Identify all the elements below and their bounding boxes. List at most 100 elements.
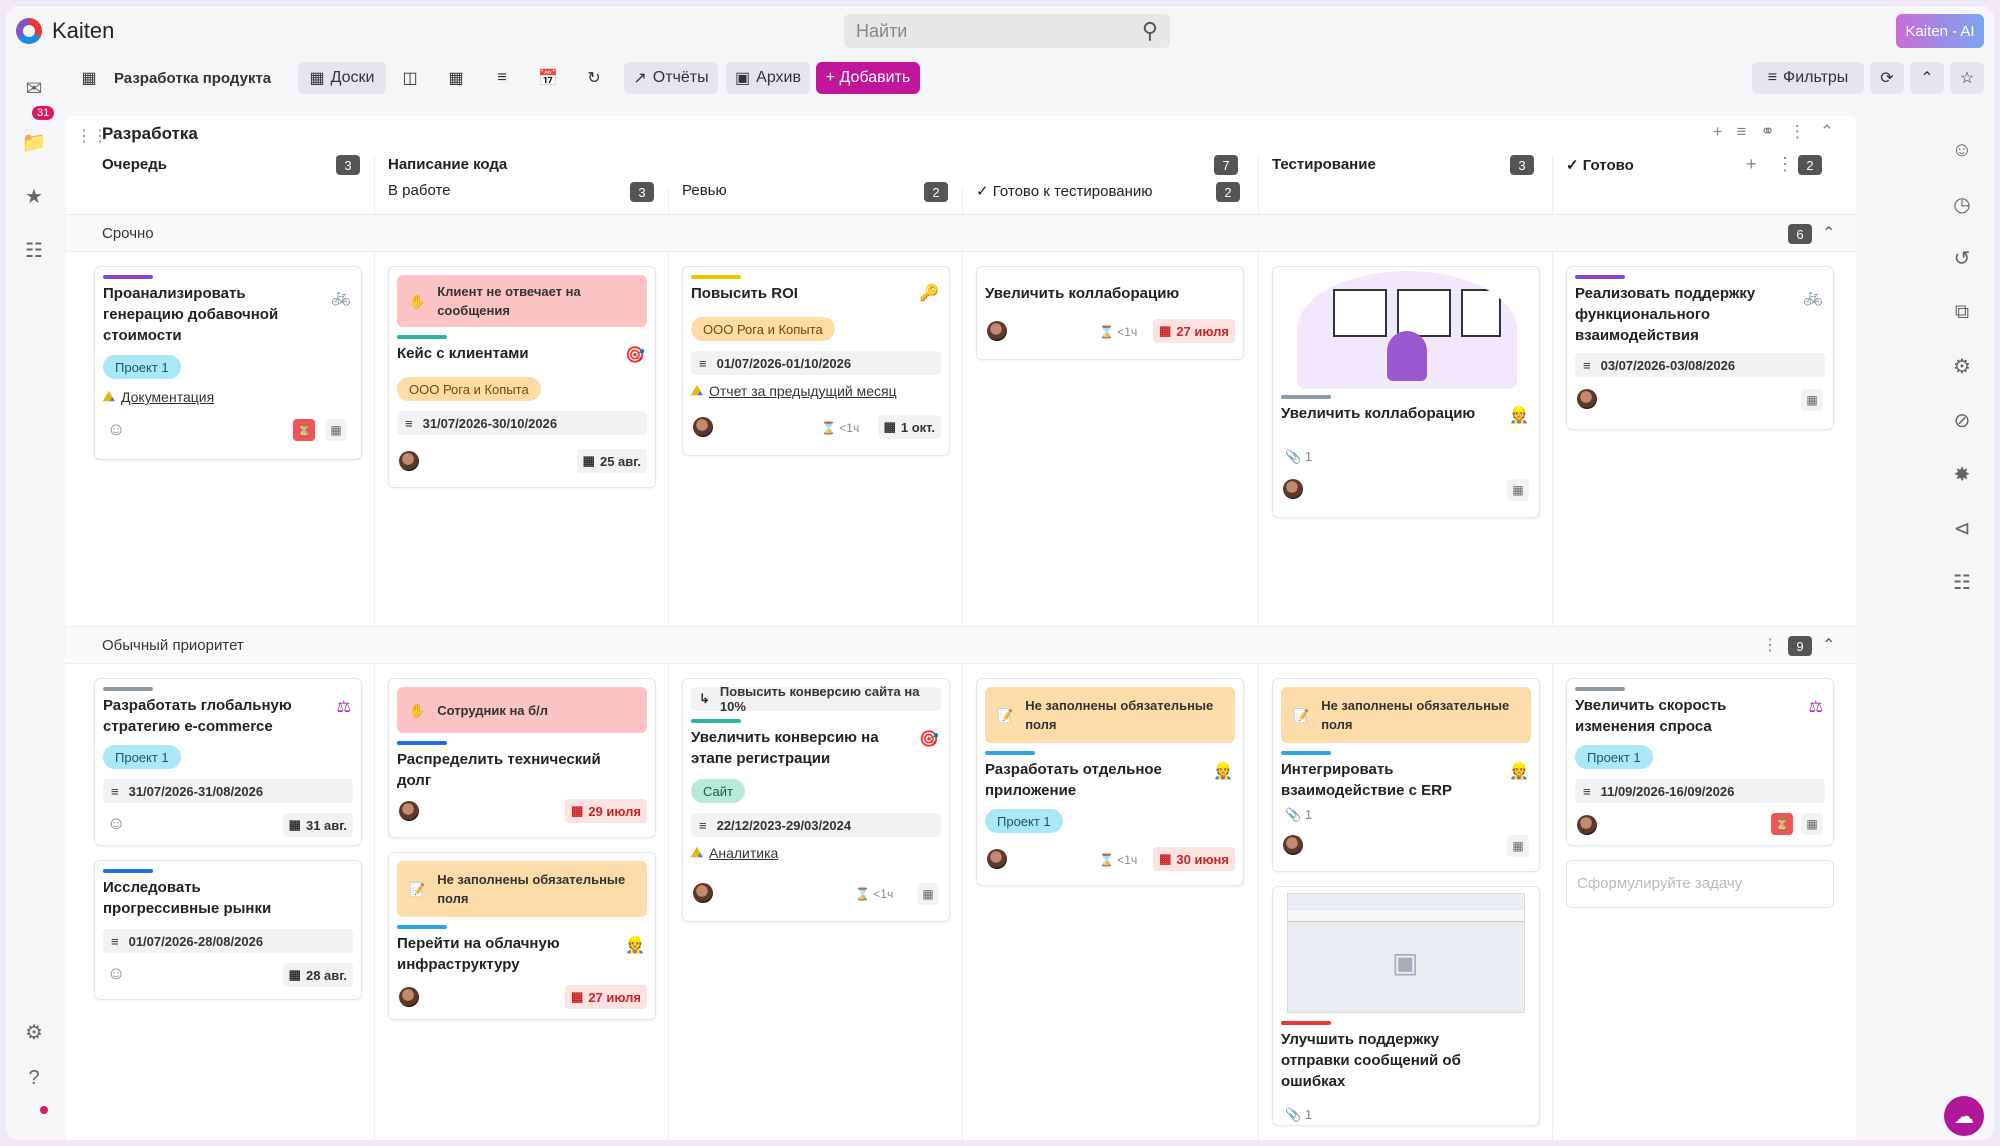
attachment-count[interactable]: 📎 1	[1285, 449, 1313, 464]
calendar-icon[interactable]: ▦	[1507, 479, 1529, 501]
folder-star-icon[interactable]: ★	[25, 185, 43, 208]
card[interactable]: ✋ Клиент не отвечает на сообщения Кейс с …	[388, 266, 656, 488]
card[interactable]: ▣ Улучшить поддержку отправки сообщений …	[1272, 886, 1540, 1126]
tag[interactable]: ООО Рога и Копыта	[397, 377, 541, 401]
card[interactable]: Увеличить коллаборацию 👷 📎 1 ▦	[1272, 266, 1540, 518]
folder-user-icon[interactable]: 📁	[21, 131, 47, 154]
tag[interactable]: Проект 1	[103, 745, 181, 769]
chevron-up-icon[interactable]: ⌃	[1822, 637, 1836, 654]
doc-link[interactable]: Отчет за предыдущий месяц	[691, 383, 897, 399]
card[interactable]: Увеличить скорость изменения спроса ⚖ Пр…	[1566, 678, 1834, 846]
avatar[interactable]	[1577, 815, 1597, 835]
tag[interactable]: Проект 1	[103, 355, 181, 379]
user-placeholder-icon[interactable]: ☺	[107, 813, 126, 833]
card[interactable]: ↳ Повысить конверсию сайта на 10% Увеличи…	[682, 678, 950, 922]
space-layout-icon[interactable]: ▦	[81, 70, 97, 87]
parent-card[interactable]: ↳ Повысить конверсию сайта на 10%	[691, 684, 941, 714]
add-card-icon[interactable]: +	[1746, 154, 1757, 174]
list-icon[interactable]: ≡	[1736, 122, 1747, 141]
boards-button[interactable]: ▦ Доски	[298, 62, 386, 94]
avatar[interactable]	[1283, 835, 1303, 855]
reports-button[interactable]: ↗ Отчёты	[624, 62, 718, 94]
card[interactable]: Повысить ROI 🔑 ООО Рога и Копыта ≡ 01/07/…	[682, 266, 950, 456]
attachment-count[interactable]: 📎 1	[1285, 807, 1313, 822]
avatar[interactable]	[1577, 389, 1597, 409]
settings-icon[interactable]: ⚙	[1953, 355, 1971, 378]
doc-link[interactable]: Документация	[103, 389, 214, 405]
collapse-icon[interactable]: ⌃	[1910, 62, 1944, 94]
tag[interactable]: Сайт	[691, 779, 745, 803]
calendar-view-icon[interactable]: 📅	[538, 70, 558, 87]
tag[interactable]: ООО Рога и Копыта	[691, 317, 835, 341]
more-icon[interactable]: ⋮	[1788, 122, 1806, 141]
due-date[interactable]: ▦ 31 авг.	[282, 813, 353, 837]
card[interactable]: Реализовать поддержку функционального вз…	[1566, 266, 1834, 430]
add-icon[interactable]: +	[1712, 122, 1723, 141]
user-placeholder-icon[interactable]: ☺	[107, 419, 126, 439]
tag[interactable]: Проект 1	[1575, 745, 1653, 769]
chevron-up-icon[interactable]: ⌃	[1819, 122, 1834, 141]
search-icon[interactable]: ⚲	[1141, 18, 1158, 43]
help-icon[interactable]: ?	[28, 1066, 40, 1089]
calendar-icon[interactable]: ▦	[1801, 389, 1823, 411]
lane-urgent[interactable]: Срочно 6 ⌃	[66, 214, 1856, 252]
copy-icon[interactable]: ⧉	[1954, 300, 1970, 323]
more-icon[interactable]: ⋮	[1762, 637, 1778, 654]
card[interactable]: Увеличить коллаборацию ⌛ <1ч ▦ 27 июля	[976, 266, 1244, 360]
chevron-up-icon[interactable]: ⌃	[1822, 225, 1836, 242]
tag[interactable]: Проект 1	[985, 809, 1063, 833]
shield-settings-icon[interactable]: ⚙	[25, 1021, 43, 1044]
due-date[interactable]: ▦ 27 июля	[565, 985, 647, 1009]
archive-button[interactable]: ▣ Архив	[726, 62, 810, 94]
structure-icon[interactable]: ☷	[1953, 571, 1971, 594]
avatar[interactable]	[693, 883, 713, 903]
due-date[interactable]: ▦ 28 авг.	[282, 963, 353, 987]
kanban-view-icon[interactable]: ◫	[402, 70, 418, 87]
avatar[interactable]	[693, 417, 713, 437]
avatar[interactable]	[399, 801, 419, 821]
due-date[interactable]: ▦ 1 окт.	[877, 415, 941, 439]
calendar-icon[interactable]: ▦	[1801, 813, 1823, 835]
card[interactable]: 📝 Не заполнены обязательные поля Разработ…	[976, 678, 1244, 886]
calendar-icon[interactable]: ▦	[1507, 835, 1529, 857]
due-date[interactable]: ▦ 29 июля	[565, 799, 647, 823]
table-view-icon[interactable]: ▦	[448, 70, 464, 87]
user-placeholder-icon[interactable]: ☺	[107, 963, 126, 983]
users-icon[interactable]: ☺	[1951, 138, 1973, 161]
card[interactable]: 📝 Не заполнены обязательные поля Интегрир…	[1272, 678, 1540, 872]
avatar[interactable]	[399, 987, 419, 1007]
mail-icon[interactable]: ✉	[25, 77, 43, 100]
doc-link[interactable]: Аналитика	[691, 845, 778, 861]
filters-button[interactable]: ≡ Фильтры	[1752, 62, 1864, 94]
card[interactable]: Исследовать прогрессивные рынки ≡ 01/07/2…	[94, 860, 362, 1000]
add-button[interactable]: + Добавить	[816, 62, 920, 94]
logo[interactable]: Kaiten	[16, 18, 114, 44]
due-date[interactable]: ▦ 27 июля	[1153, 319, 1235, 343]
timer-icon[interactable]: ◷	[1953, 193, 1971, 216]
overdue-icon[interactable]: ⏳	[293, 419, 315, 441]
link-icon[interactable]: ⚭	[1760, 122, 1775, 141]
avatar[interactable]	[1283, 479, 1303, 499]
due-date[interactable]: ▦ 30 июня	[1153, 847, 1235, 871]
attachment-count[interactable]: 📎 1	[1285, 1107, 1313, 1122]
card[interactable]: Проанализировать генерацию добавочной ст…	[94, 266, 362, 460]
card[interactable]: Разработать глобальную стратегию e-comme…	[94, 678, 362, 846]
history-icon[interactable]: ↺	[1953, 247, 1971, 270]
drag-handle-icon[interactable]: ⋮⋮	[76, 128, 108, 145]
calendar-icon[interactable]: ▦	[917, 883, 939, 905]
avatar[interactable]	[399, 451, 419, 471]
support-chat-icon[interactable]: ☁	[1944, 1096, 1984, 1136]
overdue-icon[interactable]: ⏳	[1771, 813, 1793, 835]
card[interactable]: 📝 Не заполнены обязательные поля Перейти …	[388, 852, 656, 1020]
due-date[interactable]: ▦ 25 авг.	[576, 449, 647, 473]
avatar[interactable]	[987, 321, 1007, 341]
list-view-icon[interactable]: ≡	[497, 69, 507, 86]
refresh-icon[interactable]: ↻	[587, 70, 601, 87]
card[interactable]: ✋ Сотрудник на б/л Распределить техническ…	[388, 678, 656, 838]
favorite-icon[interactable]: ☆	[1950, 62, 1984, 94]
new-task-input[interactable]: Сформулируйте задачу	[1566, 860, 1834, 908]
kaiten-ai-button[interactable]: Kaiten - AI	[1896, 14, 1984, 48]
lane-normal[interactable]: Обычный приоритет ⋮ 9 ⌃	[66, 626, 1856, 664]
automation-icon[interactable]: ⟳	[1870, 62, 1904, 94]
more-icon[interactable]: ⋮	[1776, 154, 1794, 174]
